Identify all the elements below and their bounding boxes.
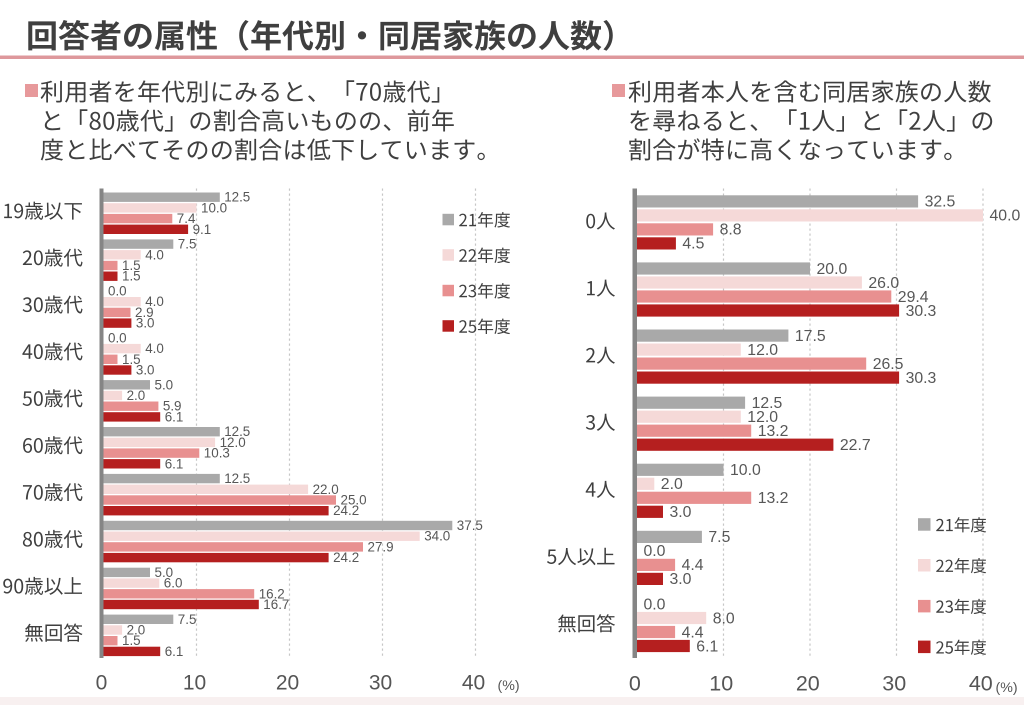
svg-text:(%): (%) — [996, 680, 1018, 696]
svg-text:40.0: 40.0 — [990, 208, 1021, 225]
svg-text:2.0: 2.0 — [127, 388, 146, 403]
svg-text:10: 10 — [183, 672, 206, 695]
svg-text:2.0: 2.0 — [127, 623, 146, 638]
svg-text:2.0: 2.0 — [661, 476, 683, 493]
svg-text:22.7: 22.7 — [840, 437, 871, 454]
svg-text:0: 0 — [629, 671, 641, 695]
svg-text:0.0: 0.0 — [644, 543, 666, 560]
svg-text:3.0: 3.0 — [670, 504, 692, 521]
svg-text:5.0: 5.0 — [155, 377, 174, 392]
svg-text:12.5: 12.5 — [224, 424, 250, 439]
svg-text:29.4: 29.4 — [898, 289, 929, 306]
svg-text:16.2: 16.2 — [259, 586, 285, 601]
svg-text:5.0: 5.0 — [155, 565, 174, 580]
svg-text:16.7: 16.7 — [263, 597, 289, 612]
svg-text:7.4: 7.4 — [177, 211, 196, 226]
svg-text:20: 20 — [796, 671, 820, 695]
svg-text:37.5: 37.5 — [457, 518, 483, 533]
svg-text:4.0: 4.0 — [145, 294, 164, 309]
svg-text:24.2: 24.2 — [333, 503, 359, 518]
svg-text:30.3: 30.3 — [906, 303, 937, 320]
svg-text:12.0: 12.0 — [747, 342, 778, 359]
svg-text:4.4: 4.4 — [682, 557, 704, 574]
svg-text:25.0: 25.0 — [341, 493, 367, 508]
svg-text:0.0: 0.0 — [108, 284, 127, 299]
svg-text:7.5: 7.5 — [708, 529, 730, 546]
svg-text:10: 10 — [709, 671, 733, 695]
svg-text:26.0: 26.0 — [868, 275, 899, 292]
svg-text:30: 30 — [369, 672, 392, 695]
svg-text:9.1: 9.1 — [193, 222, 212, 237]
svg-text:3.0: 3.0 — [136, 363, 155, 378]
svg-text:6.0: 6.0 — [164, 576, 183, 591]
svg-text:12.5: 12.5 — [752, 395, 783, 412]
svg-text:1.5: 1.5 — [122, 258, 141, 273]
svg-text:2.9: 2.9 — [135, 305, 154, 320]
svg-text:13.2: 13.2 — [758, 423, 789, 440]
svg-text:7.5: 7.5 — [178, 237, 197, 252]
svg-text:8.0: 8.0 — [713, 610, 735, 627]
svg-text:6.1: 6.1 — [165, 456, 184, 471]
svg-text:20.0: 20.0 — [817, 261, 848, 278]
svg-text:24.2: 24.2 — [333, 550, 359, 565]
svg-text:0: 0 — [96, 672, 108, 695]
svg-text:10.0: 10.0 — [730, 462, 761, 479]
svg-text:40: 40 — [969, 671, 993, 695]
svg-text:3.0: 3.0 — [670, 571, 692, 588]
svg-text:7.5: 7.5 — [178, 612, 197, 627]
svg-text:3.0: 3.0 — [136, 316, 155, 331]
svg-text:10.0: 10.0 — [201, 200, 227, 215]
svg-text:6.1: 6.1 — [696, 638, 718, 655]
svg-text:12.0: 12.0 — [747, 409, 778, 426]
svg-text:6.1: 6.1 — [165, 409, 184, 424]
svg-text:13.2: 13.2 — [758, 490, 789, 507]
svg-text:34.0: 34.0 — [424, 529, 450, 544]
svg-text:10.3: 10.3 — [204, 446, 230, 461]
svg-text:32.5: 32.5 — [925, 194, 956, 211]
svg-text:6.1: 6.1 — [165, 644, 184, 659]
svg-text:5.9: 5.9 — [163, 399, 182, 414]
svg-text:(%): (%) — [498, 678, 520, 694]
svg-text:30: 30 — [882, 671, 906, 695]
svg-text:27.9: 27.9 — [368, 539, 394, 554]
svg-text:26.5: 26.5 — [873, 356, 904, 373]
svg-text:4.0: 4.0 — [145, 341, 164, 356]
svg-text:4.4: 4.4 — [682, 624, 704, 641]
svg-text:1.5: 1.5 — [122, 633, 141, 648]
svg-text:30.3: 30.3 — [906, 370, 937, 387]
svg-text:40: 40 — [462, 672, 485, 695]
svg-text:17.5: 17.5 — [795, 328, 826, 345]
svg-text:4.0: 4.0 — [145, 247, 164, 262]
svg-text:12.0: 12.0 — [220, 435, 246, 450]
svg-text:12.5: 12.5 — [224, 190, 250, 205]
svg-text:4.5: 4.5 — [682, 236, 704, 253]
svg-text:22.0: 22.0 — [313, 482, 339, 497]
svg-text:0.0: 0.0 — [644, 596, 666, 613]
svg-text:1.5: 1.5 — [122, 269, 141, 284]
svg-text:20: 20 — [276, 672, 299, 695]
svg-text:12.5: 12.5 — [224, 471, 250, 486]
svg-text:8.8: 8.8 — [720, 222, 742, 239]
svg-text:1.5: 1.5 — [122, 352, 141, 367]
svg-text:0.0: 0.0 — [108, 330, 127, 345]
